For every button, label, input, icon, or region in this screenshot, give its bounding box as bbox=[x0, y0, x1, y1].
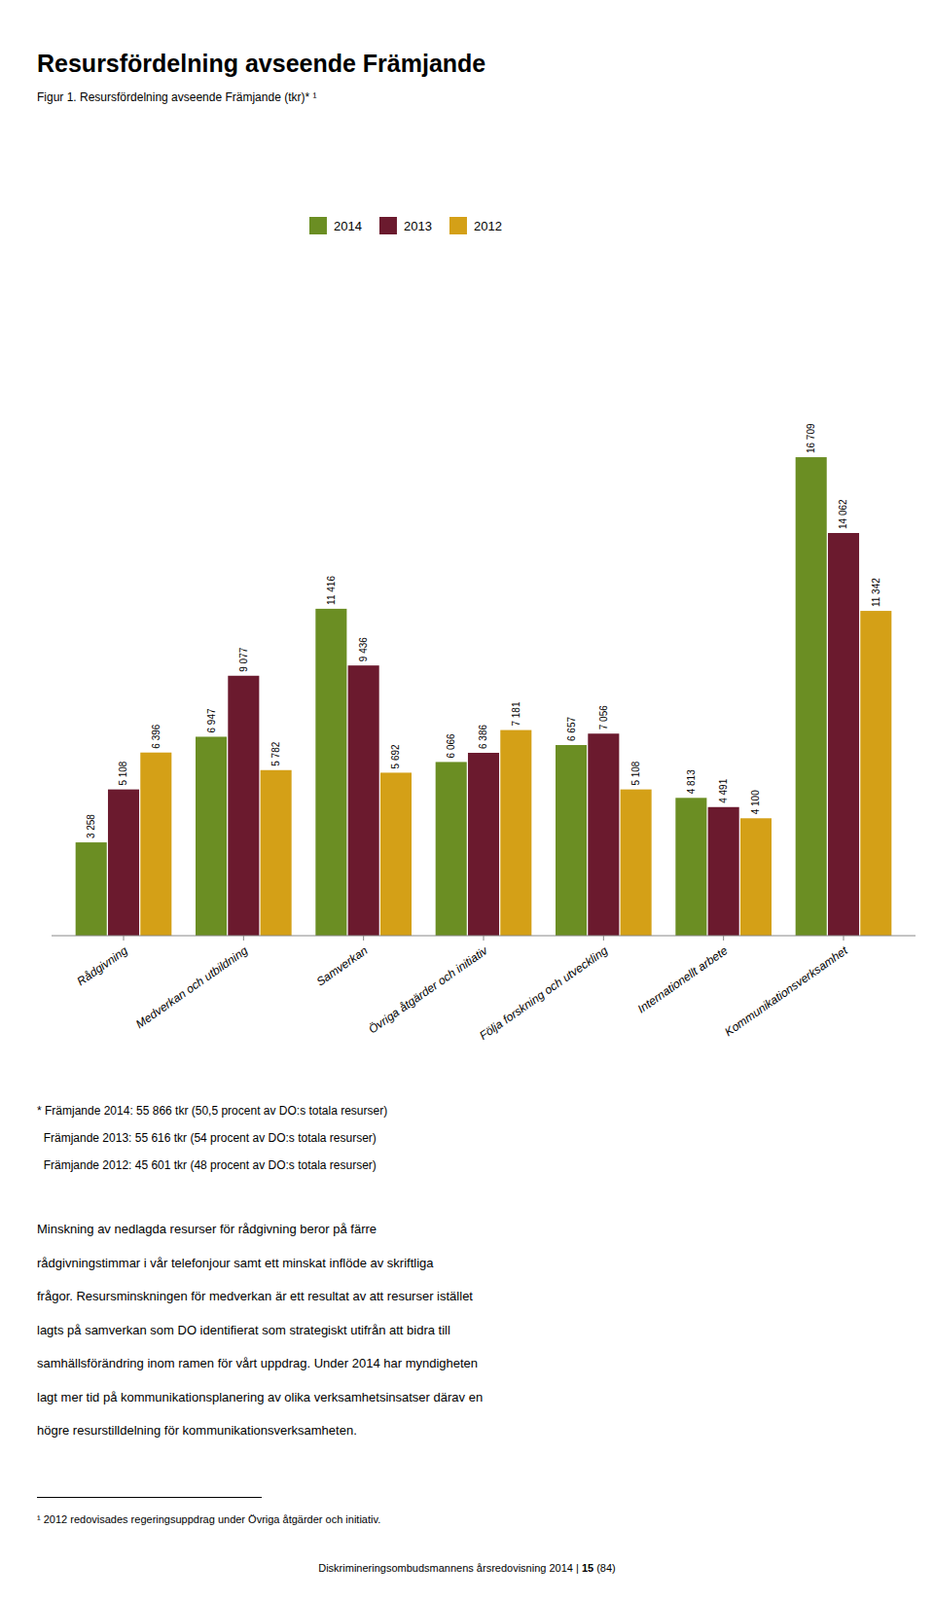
x-tick-label: Internationellt arbete bbox=[635, 943, 731, 1016]
data-label: 5 108 bbox=[630, 760, 642, 786]
footnote: Främjande 2013: 55 616 tkr (54 procent a… bbox=[36, 1131, 377, 1146]
data-label: 6 396 bbox=[150, 723, 162, 749]
x-tick-label: Följa forskning och utveckling bbox=[476, 943, 611, 1043]
data-label: 16 709 bbox=[805, 423, 817, 454]
footer-part: Diskrimineringsombudsmannens årsredovisn… bbox=[318, 1562, 582, 1575]
x-tick bbox=[123, 935, 125, 941]
bar bbox=[260, 770, 292, 936]
bar bbox=[675, 797, 707, 936]
footnote-2: ¹ 2012 redovisades regeringsuppdrag unde… bbox=[36, 1513, 381, 1526]
bar bbox=[467, 753, 500, 936]
data-label: 5 108 bbox=[118, 760, 130, 786]
data-label: 9 077 bbox=[238, 646, 250, 672]
background bbox=[0, 0, 934, 1600]
x-tick bbox=[483, 935, 485, 941]
x-tick bbox=[362, 935, 364, 941]
bar bbox=[107, 790, 140, 936]
bar bbox=[795, 457, 827, 936]
body-text: rådgivningstimmar i vår telefonjour samt… bbox=[36, 1256, 434, 1271]
body-text: samhällsförändring inom ramen för vårt u… bbox=[36, 1356, 478, 1371]
body-text: högre resurstilldelning för kommunikatio… bbox=[36, 1423, 358, 1438]
x-axis: RådgivningMedverkan och utbildning Samver… bbox=[51, 935, 916, 1043]
legend-label: 2014 bbox=[333, 218, 362, 234]
data-label: 9 436 bbox=[358, 637, 369, 662]
data-label: 14 062 bbox=[838, 499, 850, 530]
data-label: 6 386 bbox=[478, 724, 490, 750]
legend-label: 2012 bbox=[473, 218, 503, 234]
footer-part: 15 bbox=[581, 1562, 594, 1575]
bar bbox=[740, 818, 772, 936]
bar bbox=[435, 761, 467, 936]
x-tick-label: Kommunikationsverksamhet bbox=[721, 943, 851, 1040]
data-label: 4 100 bbox=[750, 790, 761, 815]
legend-swatch bbox=[449, 216, 467, 235]
bar bbox=[315, 609, 347, 936]
x-tick-label: Övriga åtgärder och initiativ bbox=[365, 943, 492, 1038]
data-label: 5 692 bbox=[390, 744, 401, 769]
bar bbox=[195, 736, 227, 936]
bar bbox=[140, 753, 172, 936]
x-tick bbox=[243, 935, 245, 941]
legend-swatch bbox=[309, 216, 327, 235]
body-text: lagts på samverkan som DO identifierat s… bbox=[36, 1323, 451, 1338]
x-tick bbox=[603, 935, 605, 941]
footer-part: (84) bbox=[593, 1562, 616, 1575]
bar bbox=[75, 842, 108, 936]
bar bbox=[827, 533, 860, 936]
bar bbox=[380, 772, 412, 936]
x-tick-label: Samverkan bbox=[314, 943, 371, 989]
bar bbox=[555, 745, 587, 936]
body-text: lagt mer tid på kommunikationsplanering … bbox=[36, 1390, 483, 1405]
subtitle: Figur 1. Resursfördelning avseende Främj… bbox=[36, 90, 317, 105]
bar bbox=[620, 790, 652, 936]
page: Resursfördelning avseende Främjande Figur… bbox=[0, 0, 934, 1600]
data-label: 11 342 bbox=[870, 577, 882, 608]
body-text: Minskning av nedlagda resurser för rådgi… bbox=[36, 1221, 377, 1237]
title: Resursfördelning avseende Främjande bbox=[36, 49, 486, 77]
footnote: Främjande 2012: 45 601 tkr (48 procent a… bbox=[36, 1158, 377, 1173]
bar bbox=[860, 610, 892, 936]
body-text: frågor. Resursminskningen för medverkan … bbox=[36, 1289, 473, 1304]
bar bbox=[587, 733, 619, 936]
footer: Diskrimineringsombudsmannens årsredovisn… bbox=[318, 1562, 616, 1575]
data-label: 7 056 bbox=[598, 705, 610, 730]
bar bbox=[708, 807, 740, 936]
data-label: 5 782 bbox=[270, 741, 282, 766]
x-tick bbox=[843, 935, 845, 941]
data-label: 4 813 bbox=[685, 769, 697, 794]
bar bbox=[348, 665, 380, 936]
data-label: 6 657 bbox=[566, 717, 577, 742]
legend-swatch bbox=[379, 216, 397, 235]
footnote: * Främjande 2014: 55 866 tkr (50,5 proce… bbox=[36, 1104, 388, 1118]
x-tick-label: Medverkan och utbildning bbox=[133, 943, 251, 1032]
data-label: 6 066 bbox=[445, 733, 457, 758]
data-label: 3 258 bbox=[85, 814, 97, 839]
bars bbox=[75, 457, 893, 936]
data-label: 11 416 bbox=[325, 575, 337, 606]
data-label: 7 181 bbox=[510, 701, 522, 726]
bar bbox=[500, 730, 532, 936]
data-label: 6 947 bbox=[206, 708, 217, 733]
legend-label: 2013 bbox=[403, 218, 432, 234]
rule bbox=[36, 1497, 262, 1499]
x-tick-label: Rådgivning bbox=[74, 943, 131, 989]
data-label: 4 491 bbox=[718, 778, 729, 803]
bar bbox=[227, 676, 259, 936]
data-labels: 3 258 6 947 11 416 6 066 6 657 4 813 16 709 5 1… bbox=[85, 423, 882, 839]
legend: 2014 2013 2012 bbox=[309, 216, 503, 235]
x-tick bbox=[722, 935, 724, 941]
